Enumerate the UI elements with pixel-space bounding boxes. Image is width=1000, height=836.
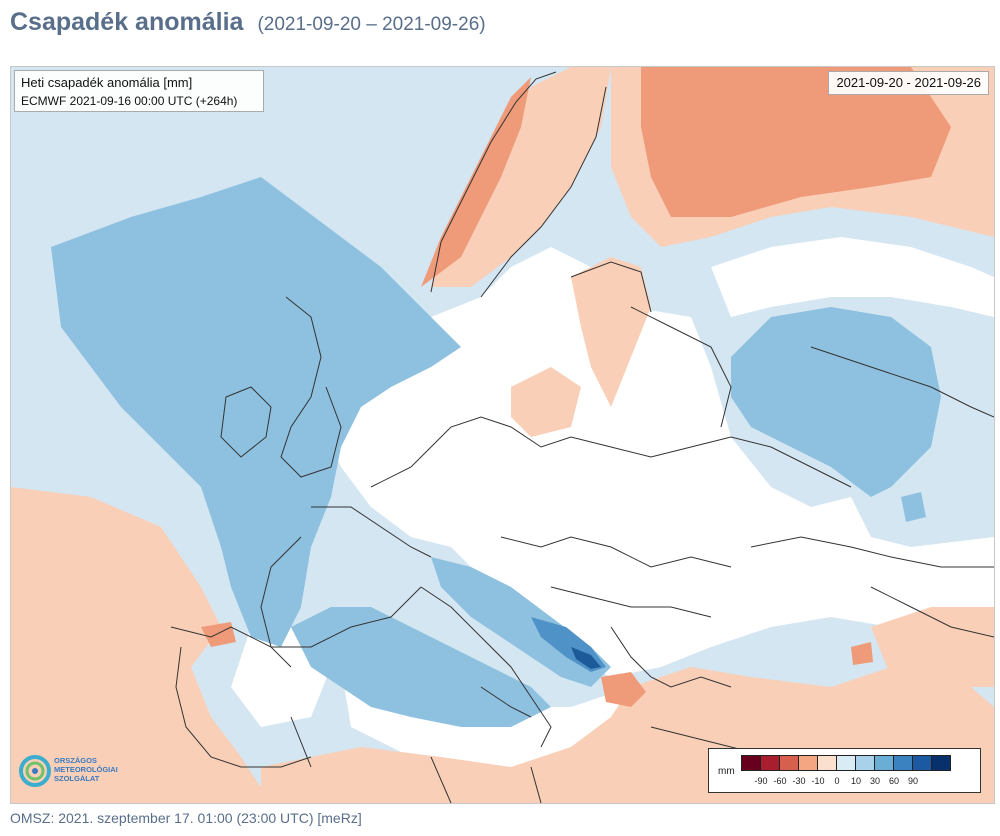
dry-east-region xyxy=(871,607,994,687)
legend-swatch xyxy=(742,756,761,770)
anomaly-map: Heti csapadék anomália [mm] ECMWF 2021-0… xyxy=(10,66,995,804)
legend-tick-label: -90 xyxy=(754,776,768,786)
legend-tick-label: 60 xyxy=(888,776,900,786)
legend-swatch xyxy=(894,756,913,770)
legend-swatch xyxy=(932,756,950,770)
dry-iberia-region xyxy=(11,487,271,803)
omsz-logo: ORSZÁGOS METEOROLÓGIAI SZOLGÁLAT xyxy=(16,749,136,793)
dry-greece-region xyxy=(601,672,646,707)
legend-swatch xyxy=(818,756,837,770)
wet-atlantic-region xyxy=(51,177,461,647)
dry-baltic-region xyxy=(571,257,651,407)
legend-ticks: -90 -60 -30 -10 0 10 30 60 90 xyxy=(741,776,994,790)
map-info-model-run: ECMWF 2021-09-16 00:00 UTC (+264h) xyxy=(21,94,238,108)
legend-tick-label: -60 xyxy=(773,776,787,786)
legend-tick-label: 10 xyxy=(850,776,862,786)
omsz-logo-line3: SZOLGÁLAT xyxy=(54,774,100,783)
dry-norway-region xyxy=(421,77,531,287)
legend-swatch xyxy=(875,756,894,770)
legend-swatch xyxy=(837,756,856,770)
dry-north-core-region xyxy=(641,67,951,217)
dry-scan-region xyxy=(431,67,611,287)
legend-tick-label: 30 xyxy=(869,776,881,786)
legend-swatch xyxy=(799,756,818,770)
map-canvas xyxy=(11,67,994,803)
legend-tick-label: 0 xyxy=(834,776,840,786)
legend-swatch xyxy=(856,756,875,770)
legend-swatch xyxy=(913,756,932,770)
wet-balkan-max-region xyxy=(571,647,601,669)
map-info-title: Heti csapadék anomália [mm] xyxy=(21,75,193,90)
neutral-e-region xyxy=(711,237,994,317)
legend-unit: mm xyxy=(718,766,735,777)
legend-tick-label: 90 xyxy=(907,776,919,786)
page-date-range: (2021-09-20 – 2021-09-26) xyxy=(257,14,486,35)
legend-swatch xyxy=(780,756,799,770)
footer-credit: OMSZ: 2021. szeptember 17. 01:00 (23:00 … xyxy=(10,810,362,826)
dry-east-spot-region xyxy=(851,642,873,665)
dry-poland-region xyxy=(511,367,581,437)
legend-tick-label: -30 xyxy=(792,776,806,786)
wet-east-spot-region xyxy=(901,492,926,522)
dry-iberia-spot-region xyxy=(201,622,236,647)
omsz-logo-line2: METEOROLÓGIAI xyxy=(54,765,118,774)
color-legend: mm -90 -60 -30 -10 0 10 30 60 90 xyxy=(708,748,981,793)
legend-swatches xyxy=(741,755,951,771)
wet-med-region xyxy=(291,607,551,727)
map-date-box: 2021-09-20 - 2021-09-26 xyxy=(828,71,989,95)
neutral-a-region xyxy=(311,247,994,677)
legend-swatch xyxy=(761,756,780,770)
wet-russia-region xyxy=(731,307,941,497)
map-info-box: Heti csapadék anomália [mm] ECMWF 2021-0… xyxy=(14,70,264,112)
omsz-logo-icon xyxy=(19,755,51,787)
page-header: Csapadék anomália (2021-09-20 – 2021-09-… xyxy=(10,8,486,48)
omsz-logo-text: ORSZÁGOS METEOROLÓGIAI SZOLGÁLAT xyxy=(54,756,118,783)
legend-tick-label: -10 xyxy=(811,776,825,786)
page-title: Csapadék anomália xyxy=(10,8,244,36)
neutral-b-region xyxy=(531,517,711,647)
omsz-logo-line1: ORSZÁGOS xyxy=(54,756,97,765)
